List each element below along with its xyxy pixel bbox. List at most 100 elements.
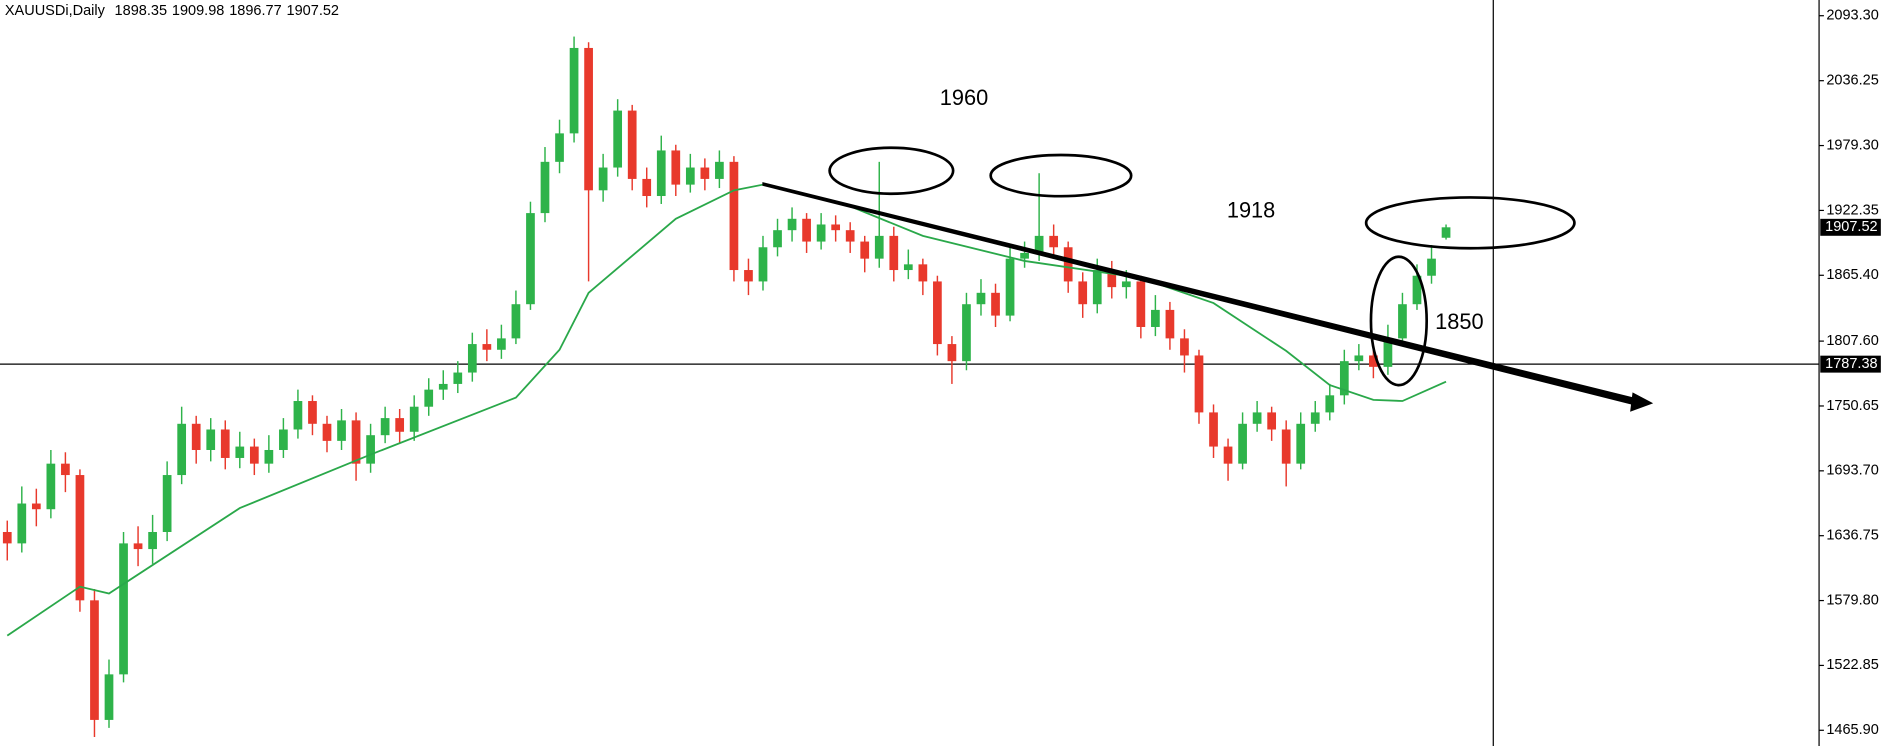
price-label-box bbox=[1820, 218, 1881, 236]
candle-body bbox=[438, 383, 448, 390]
candle-body bbox=[569, 47, 579, 134]
candle-body bbox=[1238, 423, 1247, 464]
candle-body bbox=[1339, 361, 1349, 396]
y-tick-label: 1865.40 bbox=[1826, 267, 1878, 283]
candle-body bbox=[598, 167, 608, 191]
y-tick-label: 1465.90 bbox=[1826, 722, 1878, 738]
y-tick-label: 1750.65 bbox=[1826, 398, 1878, 414]
candle-body bbox=[1427, 258, 1436, 276]
candle-body bbox=[889, 235, 899, 271]
candle-body bbox=[1281, 429, 1291, 464]
candle-body bbox=[1194, 355, 1204, 413]
candle-body bbox=[351, 420, 361, 464]
candle-body bbox=[627, 110, 637, 179]
candle-body bbox=[75, 475, 85, 601]
candle-body bbox=[787, 218, 797, 231]
candle-body bbox=[31, 503, 41, 510]
arrow-head bbox=[1630, 392, 1654, 412]
candle-body bbox=[119, 543, 128, 675]
candle-body bbox=[2, 531, 12, 544]
candle-body bbox=[308, 401, 317, 424]
candle-body bbox=[366, 435, 375, 464]
candle-body bbox=[1078, 281, 1088, 305]
ohlc-close: 1907.52 bbox=[287, 3, 339, 19]
candle-body bbox=[1136, 281, 1146, 327]
ellipse bbox=[828, 146, 955, 196]
ohlc-high: 1909.98 bbox=[172, 3, 224, 19]
ohlc-open: 1898.35 bbox=[115, 3, 167, 19]
candle-body bbox=[671, 150, 681, 185]
price-label: 1907.52 bbox=[1825, 219, 1877, 235]
candle-body bbox=[947, 344, 957, 362]
ellipse bbox=[989, 153, 1133, 198]
candle-body bbox=[540, 161, 550, 214]
candle-body bbox=[1209, 412, 1218, 447]
ohlc-low: 1896.77 bbox=[229, 3, 281, 19]
ellipse bbox=[1364, 196, 1576, 250]
candle-body bbox=[409, 406, 419, 432]
candle-body bbox=[104, 674, 114, 720]
y-tick-label: 1579.80 bbox=[1826, 592, 1878, 608]
candle-body bbox=[1325, 395, 1335, 413]
candle-body bbox=[264, 449, 274, 464]
candle-body bbox=[337, 420, 346, 441]
candle-body bbox=[467, 344, 477, 373]
candle-body bbox=[482, 344, 492, 350]
annotation-label: 1918 bbox=[1227, 198, 1275, 223]
candle-body bbox=[1151, 309, 1160, 327]
candle-body bbox=[46, 463, 56, 510]
y-tick-label: 1522.85 bbox=[1826, 657, 1878, 673]
candle-body bbox=[1165, 309, 1175, 339]
candle-body bbox=[962, 304, 971, 362]
price-label-box bbox=[1820, 355, 1881, 373]
candle-body bbox=[1369, 355, 1378, 367]
candle-body bbox=[1005, 258, 1015, 316]
candle-body bbox=[220, 429, 230, 458]
candle-body bbox=[1267, 412, 1277, 430]
candle-body bbox=[758, 247, 768, 282]
y-tick-label: 1636.75 bbox=[1826, 528, 1878, 544]
candle-body bbox=[1121, 281, 1131, 288]
candle-body bbox=[715, 161, 724, 179]
candle-body bbox=[395, 418, 405, 432]
candle-body bbox=[816, 224, 826, 242]
candle-body bbox=[991, 292, 1000, 316]
candle-body bbox=[511, 304, 521, 339]
candle-body bbox=[773, 230, 782, 248]
candle-body bbox=[700, 167, 710, 179]
candle-body bbox=[133, 543, 143, 550]
ellipse bbox=[1369, 255, 1429, 387]
candle-body bbox=[322, 423, 332, 441]
candle-body bbox=[191, 423, 201, 450]
candle-body bbox=[845, 230, 855, 242]
candle-body bbox=[380, 418, 390, 436]
candle-body bbox=[148, 531, 157, 550]
candle-body bbox=[1252, 412, 1262, 424]
candle-body bbox=[90, 600, 99, 720]
chart-title: XAUUSDi,Daily 1898.35 1909.98 1896.77 1907.5… bbox=[5, 3, 339, 19]
symbol: XAUUSDi,Daily bbox=[5, 3, 106, 19]
candle-body bbox=[831, 224, 841, 231]
annotations bbox=[762, 146, 1654, 412]
candle-body bbox=[1296, 423, 1306, 464]
candle-body bbox=[424, 389, 434, 407]
candle-body bbox=[293, 401, 303, 430]
candle-body bbox=[1034, 235, 1044, 253]
candle-body bbox=[656, 150, 666, 197]
candle-body bbox=[1180, 338, 1189, 356]
candle-body bbox=[162, 475, 172, 532]
y-tick-label: 1922.35 bbox=[1826, 202, 1878, 218]
candle-body bbox=[1063, 247, 1073, 282]
candle-body bbox=[206, 429, 216, 450]
candle-body bbox=[1354, 355, 1364, 362]
candle-body bbox=[1092, 270, 1102, 305]
candle-body bbox=[1020, 252, 1029, 259]
candle-body bbox=[744, 270, 753, 282]
candle-body bbox=[584, 47, 593, 191]
y-tick-label: 2036.25 bbox=[1826, 73, 1878, 89]
y-tick-label: 1979.30 bbox=[1826, 137, 1878, 153]
annotation-label: 1850 bbox=[1435, 309, 1483, 334]
candle-body bbox=[613, 110, 623, 168]
